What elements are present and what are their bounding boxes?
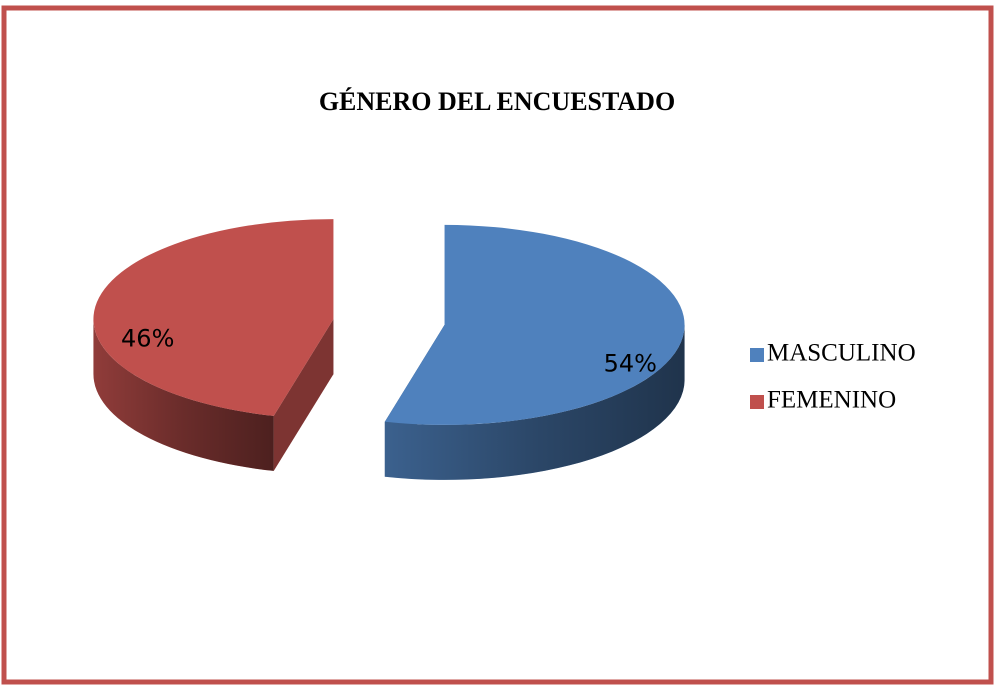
slice: [93, 219, 334, 416]
slice: [384, 224, 685, 425]
legend-label: MASCULINO: [767, 340, 916, 367]
slice-face: [273, 319, 334, 471]
data-label: 46%: [121, 324, 174, 352]
slice-side-shade: [384, 324, 685, 480]
frame: [1, 5, 994, 685]
slice-side-shade: [93, 319, 274, 471]
slice-shade: [273, 319, 334, 471]
legend-swatch: [750, 395, 764, 409]
chart-title: GÉNERO DEL ENCUESTADO: [319, 87, 675, 116]
legend-label: FEMENINO: [767, 387, 896, 414]
data-label: 54%: [604, 350, 657, 378]
legend-swatch: [750, 348, 764, 362]
